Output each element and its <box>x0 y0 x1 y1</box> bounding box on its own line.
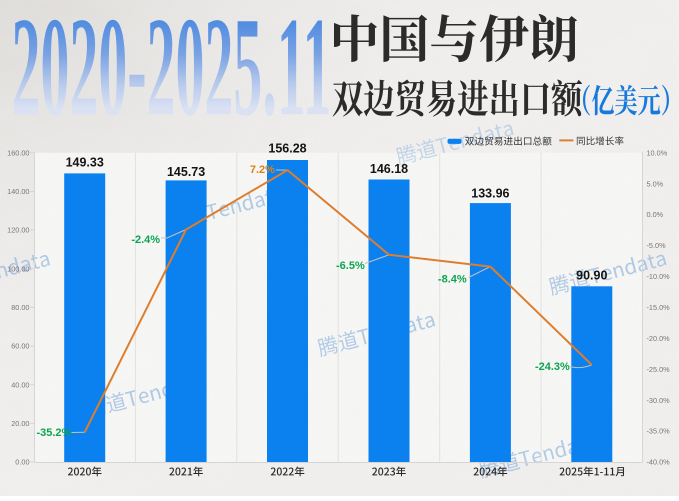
svg-text:145.73: 145.73 <box>167 165 205 179</box>
svg-text:10.0%: 10.0% <box>647 148 668 157</box>
svg-text:160.00: 160.00 <box>7 148 29 157</box>
svg-text:0.0%: 0.0% <box>647 210 664 219</box>
svg-text:149.33: 149.33 <box>66 156 104 170</box>
svg-text:80.00: 80.00 <box>11 303 29 312</box>
svg-text:-8.4%: -8.4% <box>438 274 467 286</box>
svg-text:90.90: 90.90 <box>576 268 607 282</box>
svg-text:-40.0%: -40.0% <box>647 458 671 467</box>
svg-text:-35.2%: -35.2% <box>36 427 71 439</box>
svg-text:2020-2025.11: 2020-2025.11 <box>12 0 332 145</box>
svg-text:0.00: 0.00 <box>15 458 29 467</box>
svg-text:40.00: 40.00 <box>11 380 29 389</box>
svg-text:133.96: 133.96 <box>471 187 509 201</box>
svg-text:140.00: 140.00 <box>7 187 29 196</box>
svg-text:60.00: 60.00 <box>11 342 29 351</box>
svg-text:156.28: 156.28 <box>268 141 306 155</box>
svg-text:7.2%: 7.2% <box>250 164 275 176</box>
svg-text:5.0%: 5.0% <box>647 179 664 188</box>
svg-text:-25.0%: -25.0% <box>647 365 671 374</box>
svg-text:120.00: 120.00 <box>7 226 29 235</box>
svg-text:146.18: 146.18 <box>370 162 408 176</box>
svg-text:-10.0%: -10.0% <box>647 272 671 281</box>
svg-text:-5.0%: -5.0% <box>647 241 667 250</box>
svg-text:-35.0%: -35.0% <box>647 427 671 436</box>
svg-text:-24.3%: -24.3% <box>535 361 570 373</box>
svg-text:100.00: 100.00 <box>7 264 29 273</box>
svg-text:-20.0%: -20.0% <box>647 334 671 343</box>
svg-text:-30.0%: -30.0% <box>647 396 671 405</box>
svg-text:-6.5%: -6.5% <box>336 260 365 272</box>
svg-text:-15.0%: -15.0% <box>647 303 671 312</box>
svg-text:20.00: 20.00 <box>11 419 29 428</box>
svg-text:-2.4%: -2.4% <box>131 234 160 246</box>
